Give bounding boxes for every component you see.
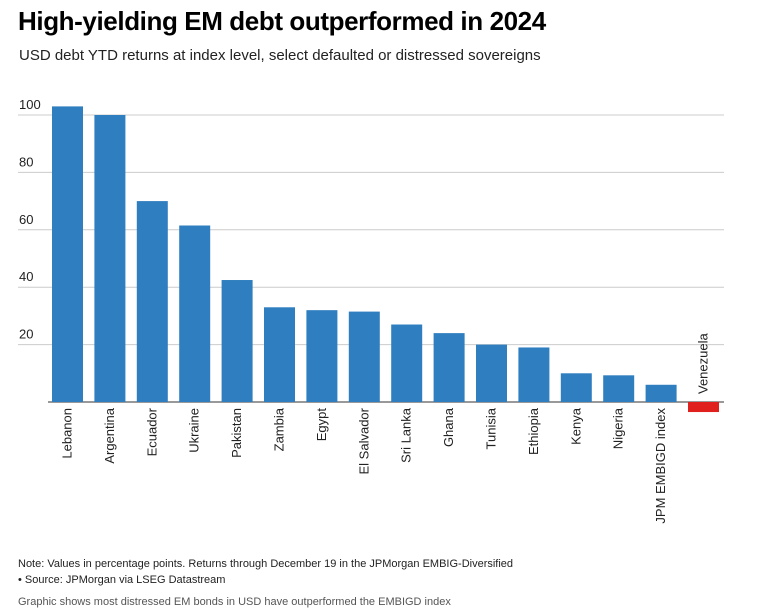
bar bbox=[94, 115, 126, 402]
bar bbox=[433, 333, 465, 402]
category-label: Argentina bbox=[102, 407, 117, 463]
category-label: Egypt bbox=[314, 408, 329, 442]
bar bbox=[348, 311, 380, 402]
category-label: Kenya bbox=[568, 407, 583, 445]
category-label: JPM EMBIGD index bbox=[653, 408, 668, 524]
category-label: Lebanon bbox=[60, 408, 75, 459]
y-tick-label: 100 bbox=[19, 97, 41, 112]
category-label: Sri Lanka bbox=[399, 407, 414, 463]
bars bbox=[52, 106, 719, 413]
y-tick-label: 20 bbox=[19, 327, 33, 342]
bar bbox=[221, 280, 253, 402]
bar bbox=[264, 307, 295, 402]
category-label: El Salvador bbox=[356, 407, 371, 474]
category-label: Nigeria bbox=[611, 407, 626, 449]
bar bbox=[688, 402, 719, 413]
y-tick-label: 40 bbox=[19, 269, 33, 284]
chart-title: High-yielding EM debt outperformed in 20… bbox=[18, 6, 546, 36]
bar bbox=[179, 225, 211, 402]
y-tick-label: 80 bbox=[19, 154, 33, 169]
bar bbox=[306, 310, 338, 402]
y-tick-labels: 20 40 60 80 100 bbox=[19, 97, 41, 342]
category-label: Ukraine bbox=[187, 408, 202, 453]
bar bbox=[391, 324, 423, 402]
bar bbox=[52, 106, 83, 402]
category-label: Tunisia bbox=[484, 407, 499, 449]
chart-source: • Source: JPMorgan via LSEG Datastream bbox=[18, 574, 226, 586]
category-labels: Lebanon Argentina Ecuador Ukraine Pakistan Za… bbox=[60, 333, 711, 524]
category-label: Ecuador bbox=[144, 407, 159, 456]
bar bbox=[476, 344, 507, 402]
bar bbox=[603, 375, 635, 402]
bar bbox=[136, 201, 168, 402]
category-label: Venezuela bbox=[696, 333, 711, 394]
category-label: Pakistan bbox=[229, 408, 244, 458]
category-label: Ethiopia bbox=[526, 407, 541, 455]
bar bbox=[560, 373, 592, 402]
category-label: Ghana bbox=[441, 407, 456, 447]
bar bbox=[645, 384, 677, 402]
chart-note: Note: Values in percentage points. Retur… bbox=[18, 558, 514, 570]
chart-caption: Graphic shows most distressed EM bonds i… bbox=[18, 596, 451, 608]
chart-subtitle: USD debt YTD returns at index level, sel… bbox=[19, 47, 541, 64]
bar bbox=[518, 347, 550, 402]
y-tick-label: 60 bbox=[19, 212, 33, 227]
bar-chart: 20 40 60 80 100 Lebanon Argentina Ecuador Ukrai… bbox=[18, 97, 724, 524]
category-label: Zambia bbox=[272, 407, 287, 451]
